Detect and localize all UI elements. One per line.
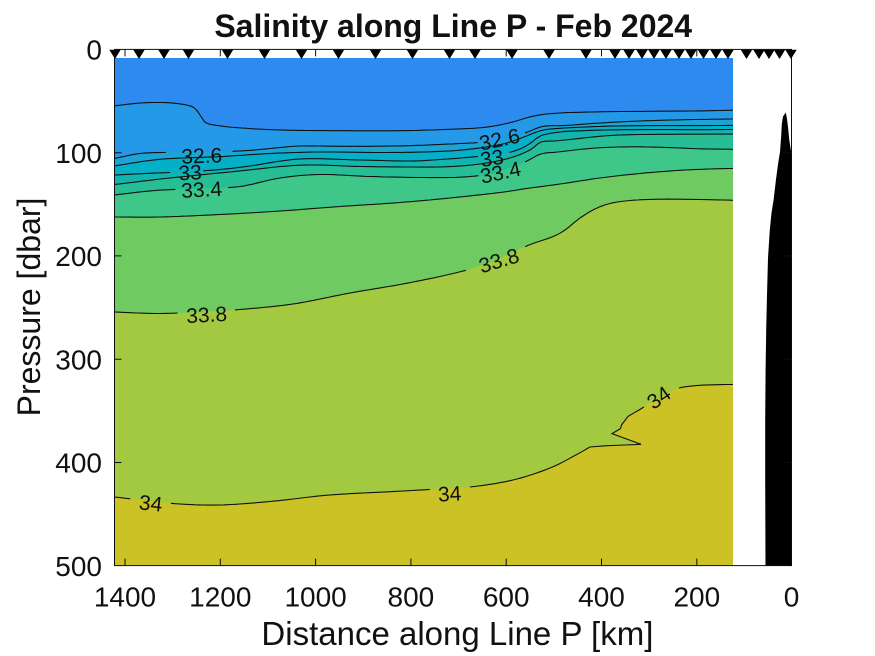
svg-text:200: 200: [673, 581, 720, 612]
svg-text:1400: 1400: [94, 581, 156, 612]
svg-text:200: 200: [55, 241, 102, 272]
svg-text:33.4: 33.4: [181, 178, 223, 203]
svg-text:1000: 1000: [284, 581, 346, 612]
svg-text:100: 100: [55, 138, 102, 169]
svg-text:1200: 1200: [189, 581, 251, 612]
svg-text:400: 400: [578, 581, 625, 612]
svg-text:33.8: 33.8: [186, 303, 228, 328]
svg-text:34: 34: [437, 482, 462, 506]
svg-text:Pressure [dbar]: Pressure [dbar]: [11, 198, 47, 417]
svg-text:34: 34: [138, 491, 164, 516]
svg-text:400: 400: [55, 448, 102, 479]
svg-text:0: 0: [86, 35, 102, 66]
svg-text:600: 600: [483, 581, 530, 612]
svg-text:500: 500: [55, 551, 102, 582]
svg-text:0: 0: [784, 581, 800, 612]
svg-text:800: 800: [388, 581, 435, 612]
svg-text:300: 300: [55, 344, 102, 375]
svg-text:33: 33: [479, 146, 506, 172]
svg-text:Distance along Line P [km]: Distance along Line P [km]: [261, 615, 653, 652]
svg-text:32.6: 32.6: [181, 144, 223, 168]
svg-text:33: 33: [178, 161, 203, 185]
svg-text:Salinity along Line P - Feb 20: Salinity along Line P - Feb 2024: [214, 8, 692, 44]
